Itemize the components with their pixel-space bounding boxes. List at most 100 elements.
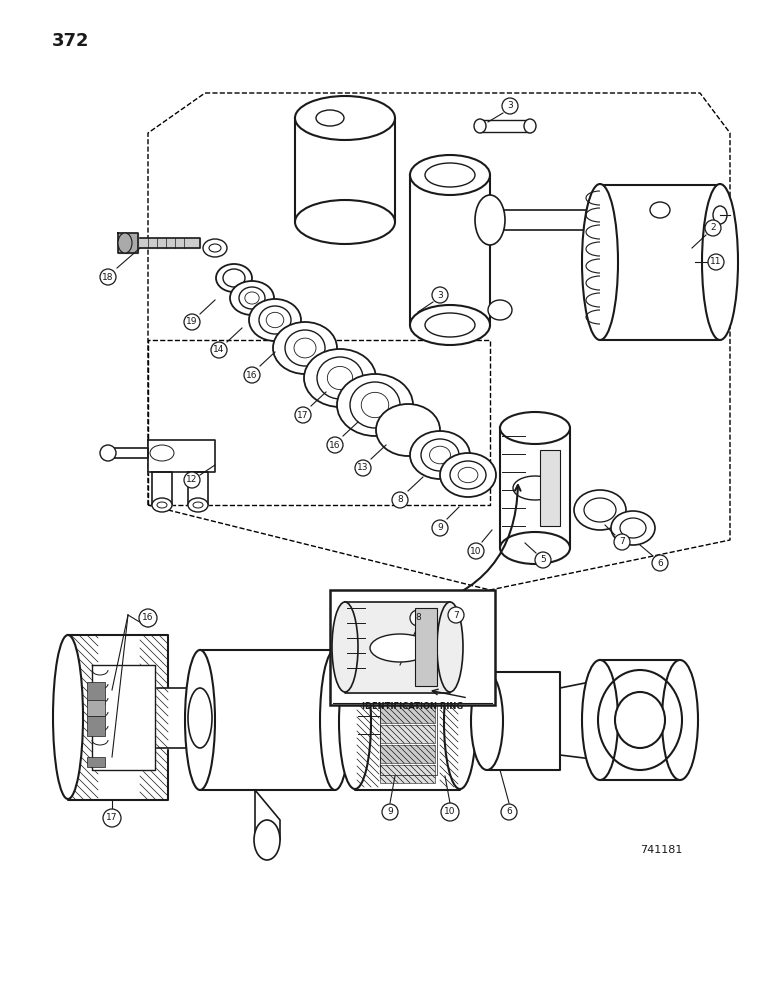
Circle shape — [535, 552, 551, 568]
Polygon shape — [148, 440, 215, 472]
Circle shape — [501, 804, 517, 820]
Text: 16: 16 — [246, 370, 257, 379]
Polygon shape — [480, 120, 530, 132]
Ellipse shape — [249, 299, 301, 341]
Circle shape — [244, 367, 260, 383]
Text: IDENTIFICATION RING: IDENTIFICATION RING — [363, 702, 463, 711]
Ellipse shape — [209, 244, 221, 252]
Polygon shape — [108, 448, 148, 458]
Text: 18: 18 — [102, 272, 114, 282]
Ellipse shape — [611, 511, 655, 545]
Ellipse shape — [337, 374, 413, 436]
Text: 372: 372 — [52, 32, 90, 50]
Polygon shape — [355, 655, 460, 790]
Text: 2: 2 — [710, 224, 716, 232]
Ellipse shape — [339, 655, 371, 789]
Polygon shape — [560, 680, 600, 760]
Polygon shape — [345, 602, 450, 693]
Ellipse shape — [350, 382, 400, 428]
Text: 13: 13 — [357, 464, 369, 473]
Text: 17: 17 — [106, 814, 118, 822]
Text: 14: 14 — [213, 346, 225, 355]
Bar — [415, 608, 437, 686]
Text: 3: 3 — [507, 102, 513, 110]
Ellipse shape — [203, 239, 227, 257]
Ellipse shape — [500, 412, 570, 444]
Ellipse shape — [410, 305, 490, 345]
Ellipse shape — [185, 650, 215, 790]
Text: 741181: 741181 — [640, 845, 682, 855]
Ellipse shape — [118, 233, 132, 253]
Text: 8: 8 — [415, 613, 421, 622]
Bar — [87, 700, 105, 716]
Ellipse shape — [53, 635, 83, 799]
Text: 9: 9 — [437, 524, 443, 532]
Bar — [380, 745, 435, 763]
Ellipse shape — [444, 655, 476, 789]
Ellipse shape — [273, 322, 337, 374]
Bar — [87, 716, 105, 736]
Ellipse shape — [320, 650, 350, 790]
Ellipse shape — [370, 634, 430, 662]
Ellipse shape — [650, 202, 670, 218]
Ellipse shape — [584, 498, 616, 522]
Polygon shape — [92, 665, 155, 770]
Text: 7: 7 — [619, 538, 625, 546]
Ellipse shape — [615, 692, 665, 748]
Ellipse shape — [188, 688, 212, 748]
Polygon shape — [295, 118, 395, 222]
Polygon shape — [380, 672, 437, 775]
Polygon shape — [410, 175, 490, 325]
Circle shape — [295, 407, 311, 423]
Text: 11: 11 — [711, 257, 722, 266]
Circle shape — [139, 609, 157, 627]
Polygon shape — [125, 238, 200, 248]
Text: 6: 6 — [657, 558, 663, 568]
Text: 3: 3 — [437, 290, 443, 300]
Ellipse shape — [216, 264, 252, 292]
Ellipse shape — [304, 349, 376, 407]
Text: 16: 16 — [329, 440, 341, 450]
Circle shape — [410, 610, 426, 626]
Circle shape — [614, 534, 630, 550]
Ellipse shape — [702, 184, 738, 340]
Ellipse shape — [620, 518, 646, 538]
Polygon shape — [200, 650, 335, 790]
Text: 17: 17 — [297, 410, 309, 420]
Text: 5: 5 — [540, 556, 546, 564]
Polygon shape — [487, 672, 560, 770]
Polygon shape — [152, 472, 172, 505]
Ellipse shape — [524, 119, 536, 133]
Bar — [380, 705, 435, 723]
Ellipse shape — [254, 820, 280, 860]
Polygon shape — [500, 428, 570, 548]
Ellipse shape — [285, 330, 325, 366]
Ellipse shape — [421, 439, 459, 471]
Polygon shape — [68, 635, 168, 800]
Circle shape — [502, 98, 518, 114]
Polygon shape — [255, 790, 280, 840]
Ellipse shape — [188, 498, 208, 512]
Ellipse shape — [376, 404, 440, 456]
Ellipse shape — [239, 287, 265, 309]
Polygon shape — [188, 472, 208, 505]
Circle shape — [441, 803, 459, 821]
Polygon shape — [600, 660, 680, 780]
Circle shape — [652, 555, 668, 571]
Circle shape — [432, 520, 448, 536]
Ellipse shape — [574, 490, 626, 530]
Ellipse shape — [450, 461, 486, 489]
Ellipse shape — [474, 119, 486, 133]
Bar — [380, 725, 435, 743]
Circle shape — [184, 472, 200, 488]
Circle shape — [327, 437, 343, 453]
Bar — [330, 590, 495, 705]
Ellipse shape — [100, 445, 116, 461]
Circle shape — [468, 543, 484, 559]
Bar — [540, 450, 560, 526]
Circle shape — [355, 460, 371, 476]
Ellipse shape — [437, 602, 463, 692]
Ellipse shape — [440, 453, 496, 497]
Ellipse shape — [662, 660, 698, 780]
Text: 16: 16 — [142, 613, 154, 622]
